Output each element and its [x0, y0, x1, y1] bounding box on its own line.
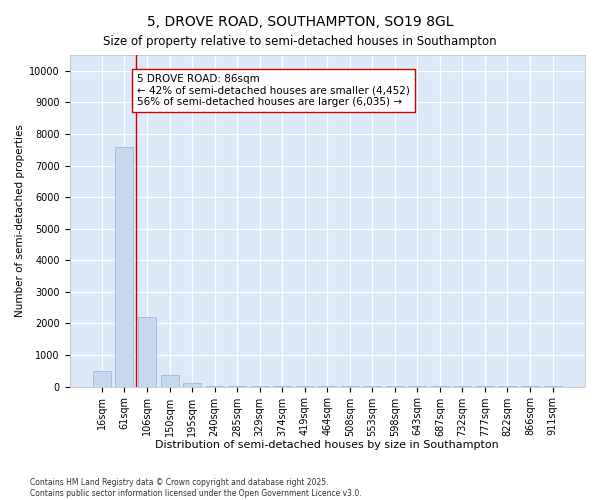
Text: 5 DROVE ROAD: 86sqm
← 42% of semi-detached houses are smaller (4,452)
56% of sem: 5 DROVE ROAD: 86sqm ← 42% of semi-detach…: [137, 74, 410, 107]
Text: Contains HM Land Registry data © Crown copyright and database right 2025.
Contai: Contains HM Land Registry data © Crown c…: [30, 478, 362, 498]
Text: Size of property relative to semi-detached houses in Southampton: Size of property relative to semi-detach…: [103, 35, 497, 48]
Bar: [115, 146, 133, 386]
Bar: [138, 317, 156, 386]
Bar: [161, 374, 179, 386]
Y-axis label: Number of semi-detached properties: Number of semi-detached properties: [15, 124, 25, 317]
Text: 5, DROVE ROAD, SOUTHAMPTON, SO19 8GL: 5, DROVE ROAD, SOUTHAMPTON, SO19 8GL: [147, 15, 453, 29]
Bar: [93, 371, 111, 386]
X-axis label: Distribution of semi-detached houses by size in Southampton: Distribution of semi-detached houses by …: [155, 440, 499, 450]
Bar: [183, 384, 201, 386]
